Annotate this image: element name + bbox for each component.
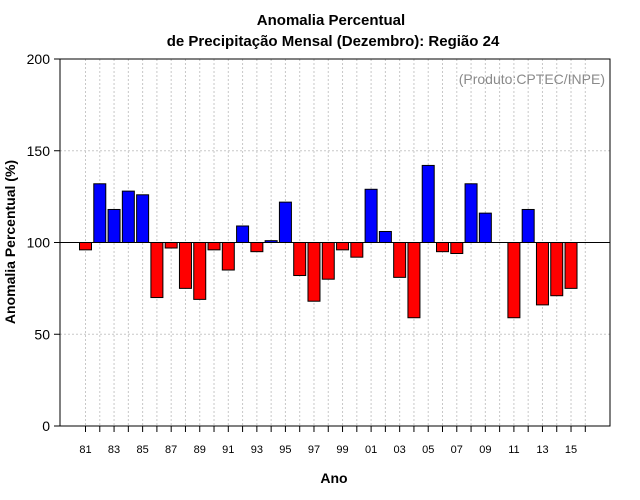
bar-14 bbox=[550, 242, 564, 297]
grid-lines bbox=[60, 59, 610, 426]
bar-00 bbox=[350, 242, 364, 258]
bar-97 bbox=[307, 242, 321, 302]
bar-98 bbox=[321, 242, 335, 280]
bars bbox=[79, 164, 578, 319]
x-tick-label: 91 bbox=[222, 444, 234, 456]
x-tick-label: 93 bbox=[251, 444, 263, 456]
bar-07 bbox=[450, 242, 464, 255]
x-tick-label: 07 bbox=[451, 444, 463, 456]
bar-96 bbox=[293, 242, 307, 277]
y-axis-label: Anomalia Percentual (%) bbox=[2, 160, 18, 324]
x-tick-label: 09 bbox=[479, 444, 491, 456]
bar-89 bbox=[193, 242, 207, 300]
bar-95 bbox=[278, 201, 292, 244]
bar-12 bbox=[521, 208, 535, 243]
bar-01 bbox=[364, 188, 378, 244]
bar-87 bbox=[164, 242, 178, 249]
bar-86 bbox=[150, 242, 164, 299]
x-tick-label: 89 bbox=[194, 444, 206, 456]
bar-93 bbox=[250, 242, 264, 253]
bar-06 bbox=[436, 242, 449, 253]
bar-15 bbox=[564, 242, 578, 289]
x-tick-label: 11 bbox=[508, 444, 519, 456]
bar-99 bbox=[336, 242, 350, 251]
bar-83 bbox=[107, 208, 121, 243]
bar-82 bbox=[93, 183, 107, 243]
x-axis: 81 83 85 87 89 91 93 95 97 99 01 03 05 07 09 11 13 15 bbox=[79, 426, 586, 456]
x-tick-label: 87 bbox=[165, 444, 177, 456]
bar-08 bbox=[464, 183, 478, 243]
x-tick-label: 81 bbox=[79, 444, 91, 456]
x-axis-label: Ano bbox=[320, 470, 347, 486]
x-tick-label: 99 bbox=[336, 444, 348, 456]
bar-04 bbox=[407, 242, 421, 319]
bar-92 bbox=[236, 225, 250, 243]
x-tick-label: 85 bbox=[136, 444, 148, 456]
x-tick-label: 83 bbox=[108, 444, 120, 456]
y-tick-label: 150 bbox=[27, 143, 51, 159]
bar-88 bbox=[178, 242, 192, 289]
bar-09 bbox=[478, 212, 492, 243]
chart-title: Anomalia Percentual bbox=[257, 12, 405, 29]
x-tick-label: 97 bbox=[308, 444, 320, 456]
y-tick-label: 100 bbox=[27, 235, 51, 251]
x-tick-label: 13 bbox=[536, 444, 548, 456]
bar-84 bbox=[121, 190, 135, 243]
x-tick-label: 15 bbox=[565, 444, 577, 456]
y-axis: 0 50 100 150 200 bbox=[27, 51, 60, 434]
bar-90 bbox=[207, 242, 221, 251]
bar-13 bbox=[535, 242, 549, 306]
bar-03 bbox=[393, 242, 407, 278]
y-tick-label: 0 bbox=[42, 418, 50, 434]
x-tick-label: 05 bbox=[422, 444, 434, 456]
x-tick-label: 95 bbox=[279, 444, 291, 456]
x-tick-label: 03 bbox=[394, 444, 406, 456]
bar-05 bbox=[421, 164, 435, 243]
chart-subtitle: de Precipitação Mensal (Dezembro): Regiã… bbox=[167, 33, 500, 50]
x-tick-label: 01 bbox=[365, 444, 377, 456]
bar-11 bbox=[507, 242, 521, 319]
annotation: (Produto:CPTEC/INPE) bbox=[459, 71, 605, 87]
bar-91 bbox=[221, 242, 235, 271]
bar-81 bbox=[79, 242, 92, 251]
bar-85 bbox=[136, 194, 150, 243]
bar-02 bbox=[378, 230, 392, 244]
y-tick-label: 200 bbox=[27, 51, 51, 67]
y-tick-label: 50 bbox=[34, 326, 50, 342]
